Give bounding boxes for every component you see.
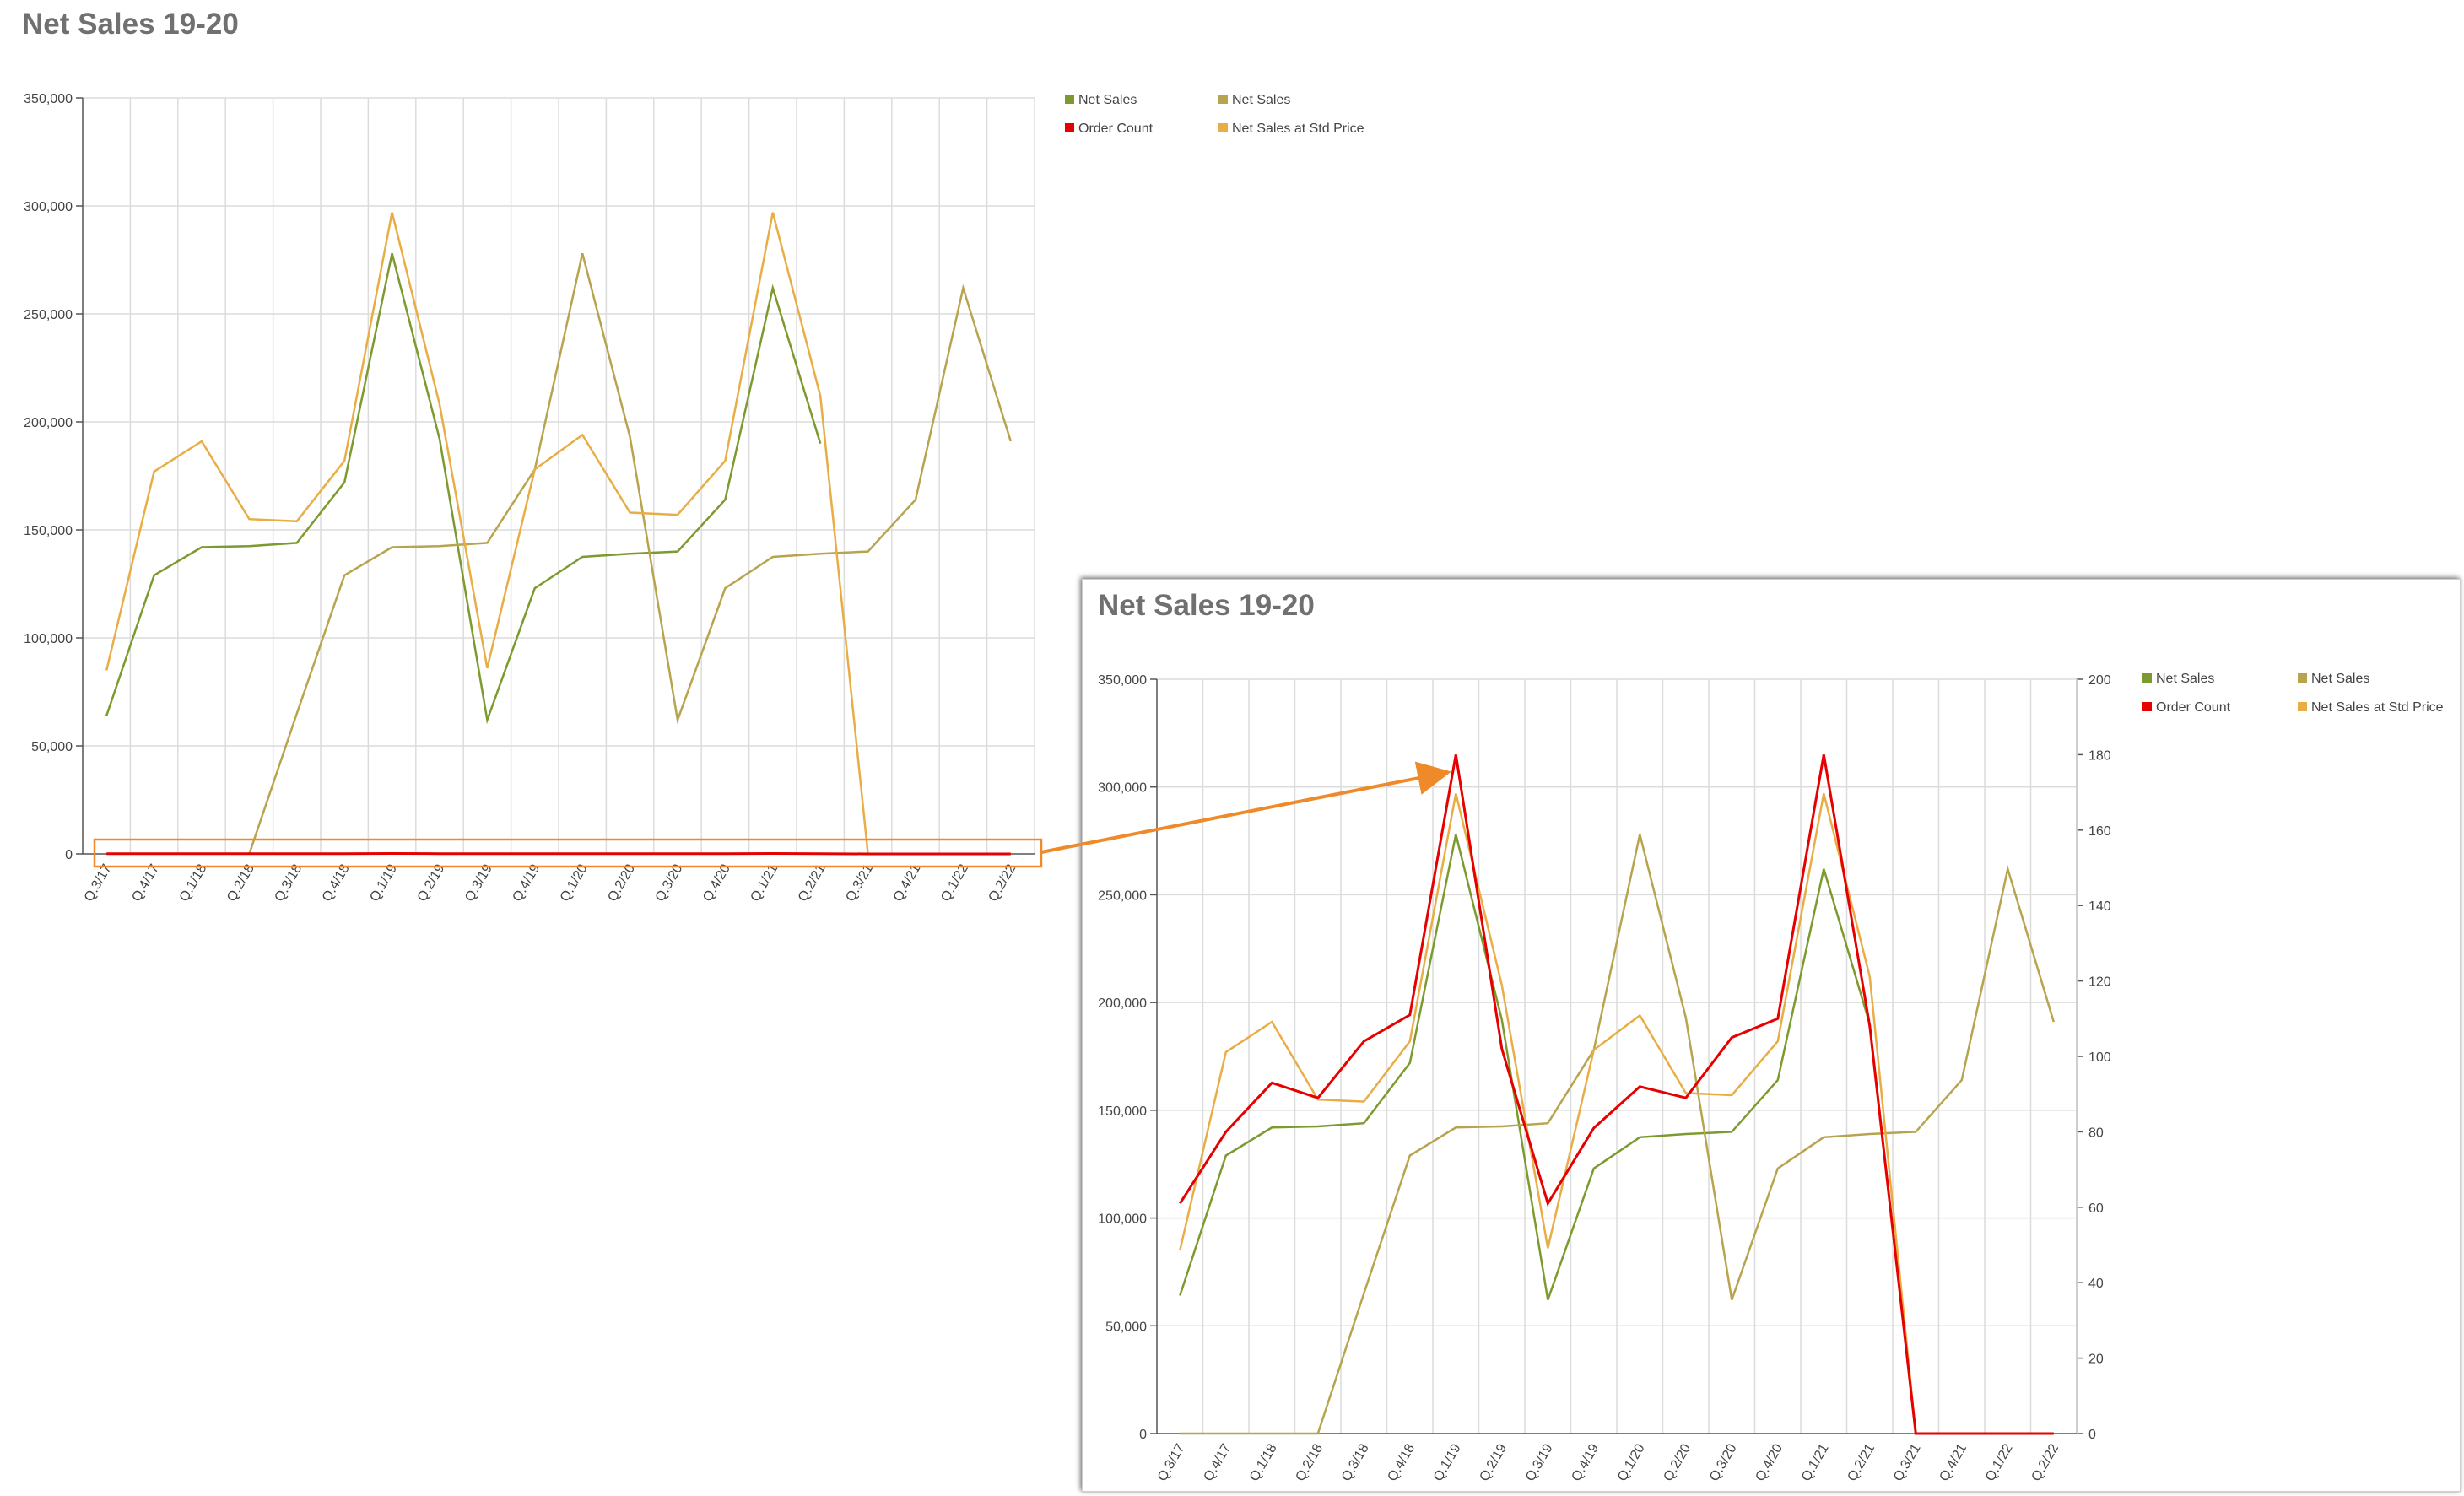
main-x-tick-label: Q.2/21	[796, 861, 829, 904]
zoom-x-tick-label: Q.4/21	[1937, 1441, 1970, 1483]
main-series-line-net-sales	[105, 252, 822, 725]
zoom-y2-tick-label: 0	[2088, 1428, 2096, 1442]
zoom-x-tick-label: Q.3/18	[1339, 1441, 1372, 1483]
main-chart-title: Net Sales 19-20	[22, 8, 239, 41]
main-series-line-net-sales-std	[105, 212, 1011, 856]
zoom-legend-label: Net Sales	[2156, 672, 2214, 686]
main-x-tick-label: Q.3/21	[843, 861, 876, 904]
main-x-tick-label: Q.2/18	[224, 861, 257, 904]
main-y-tick-label: 150,000	[24, 524, 73, 538]
zoom-y-tick-label: 200,000	[1098, 996, 1147, 1011]
zoom-x-tick-label: Q.3/21	[1891, 1441, 1924, 1483]
zoom-series-line-order-count	[1179, 754, 2054, 1435]
zoom-y2-tick-label: 180	[2088, 748, 2111, 763]
main-x-tick-label: Q.1/18	[177, 861, 210, 904]
main-legend-label: Net Sales	[1078, 93, 1137, 107]
main-x-tick-label: Q.4/18	[320, 861, 353, 904]
main-legend-swatch	[1218, 123, 1228, 132]
zoom-x-tick-label: Q.4/20	[1753, 1441, 1786, 1483]
main-y-tick-label: 300,000	[24, 200, 73, 214]
main-y-tick-label: 50,000	[31, 740, 73, 754]
main-y-tick-label: 100,000	[24, 632, 73, 646]
zoom-y-tick-label: 350,000	[1098, 673, 1147, 688]
main-x-tick-label: Q.1/22	[938, 861, 971, 904]
zoom-x-tick-label: Q.4/19	[1569, 1441, 1602, 1483]
main-x-tick-label: Q.2/20	[605, 861, 638, 904]
zoom-x-tick-label: Q.3/19	[1523, 1441, 1556, 1483]
main-legend-swatch	[1065, 123, 1074, 132]
zoom-y-tick-label: 150,000	[1098, 1104, 1147, 1119]
zoom-x-tick-label: Q.1/19	[1431, 1441, 1464, 1483]
main-x-tick-label: Q.2/19	[415, 861, 448, 904]
main-legend-swatch	[1065, 95, 1074, 104]
main-x-tick-label: Q.4/17	[129, 861, 162, 904]
zoom-chart-title: Net Sales 19-20	[1098, 589, 1315, 622]
zoom-x-tick-label: Q.2/22	[2029, 1441, 2061, 1483]
main-y-tick-label: 0	[65, 848, 73, 862]
main-legend-label: Order Count	[1078, 122, 1154, 136]
zoom-y-tick-label: 100,000	[1098, 1212, 1147, 1227]
zoom-legend-label: Net Sales at Std Price	[2311, 700, 2444, 715]
zoom-y2-tick-label: 60	[2088, 1202, 2104, 1216]
main-x-tick-label: Q.3/17	[82, 861, 115, 904]
zoom-y-tick-label: 250,000	[1098, 888, 1147, 903]
zoom-y2-tick-label: 20	[2088, 1353, 2104, 1367]
main-x-tick-label: Q.4/20	[700, 861, 733, 904]
zoom-legend-swatch	[2298, 702, 2307, 711]
main-x-tick-label: Q.4/19	[511, 861, 543, 904]
zoom-legend-label: Net Sales	[2311, 672, 2369, 686]
zoom-x-tick-label: Q.2/19	[1477, 1441, 1510, 1483]
main-x-tick-label: Q.1/21	[748, 861, 781, 904]
main-series-line-net-sales-2	[248, 252, 1012, 855]
main-x-tick-label: Q.3/18	[273, 861, 305, 904]
zoomed-chart-panel: Net Sales 19-20 0 50,000 100,000 150,000 200,…	[1082, 579, 2461, 1492]
zoom-y2-tick-label: 100	[2088, 1050, 2111, 1065]
main-y-tick-label: 200,000	[24, 416, 73, 430]
zoom-x-tick-label: Q.1/22	[1983, 1441, 2016, 1483]
zoom-x-tick-label: Q.4/18	[1385, 1441, 1418, 1483]
main-x-tick-label: Q.1/20	[558, 861, 591, 904]
main-x-tick-label: Q.4/21	[891, 861, 924, 904]
main-x-tick-label: Q.3/19	[462, 861, 495, 904]
zoom-y2-tick-label: 160	[2088, 824, 2111, 839]
main-legend-label: Net Sales at Std Price	[1232, 122, 1364, 136]
main-y-tick-label: 250,000	[24, 308, 73, 322]
zoom-x-tick-label: Q.3/17	[1155, 1441, 1188, 1483]
zoom-x-tick-label: Q.1/21	[1799, 1441, 1832, 1483]
zoom-x-tick-label: Q.2/21	[1845, 1441, 1878, 1483]
zoom-y2-tick-label: 120	[2088, 975, 2111, 990]
zoom-legend-swatch	[2298, 673, 2307, 683]
main-y-tick-label: 350,000	[24, 92, 73, 106]
main-series-line-order-count	[106, 851, 1011, 856]
main-legend-swatch	[1218, 95, 1228, 104]
zoom-y2-tick-label: 200	[2088, 673, 2111, 688]
zoomed-chart: Net Sales 19-20 0 50,000 100,000 150,000 200,…	[1098, 589, 2444, 1484]
zoom-y-tick-label: 50,000	[1105, 1320, 1147, 1334]
zoom-x-tick-label: Q.3/20	[1707, 1441, 1740, 1483]
zoom-y-tick-label: 300,000	[1098, 781, 1147, 796]
zoom-y2-tick-label: 40	[2088, 1277, 2104, 1291]
zoom-x-tick-label: Q.2/18	[1293, 1441, 1326, 1483]
zoom-legend-swatch	[2142, 702, 2152, 711]
zoom-x-tick-label: Q.1/20	[1615, 1441, 1648, 1483]
main-x-tick-label: Q.2/22	[986, 861, 1019, 904]
main-legend-label: Net Sales	[1232, 93, 1290, 107]
zoom-x-tick-label: Q.4/17	[1201, 1441, 1234, 1483]
zoom-x-tick-label: Q.2/20	[1661, 1441, 1694, 1483]
zoom-legend-label: Order Count	[2156, 700, 2231, 715]
zoom-y2-tick-label: 140	[2088, 899, 2111, 914]
zoom-legend-swatch	[2142, 673, 2152, 683]
zoom-x-tick-label: Q.1/18	[1247, 1441, 1280, 1483]
zoom-y-tick-label: 0	[1139, 1428, 1147, 1442]
main-x-tick-label: Q.3/20	[653, 861, 686, 904]
main-x-tick-label: Q.1/19	[367, 861, 400, 904]
zoom-series-line-net-sales-2	[1180, 834, 2055, 1435]
zoom-y2-tick-label: 80	[2088, 1126, 2104, 1140]
